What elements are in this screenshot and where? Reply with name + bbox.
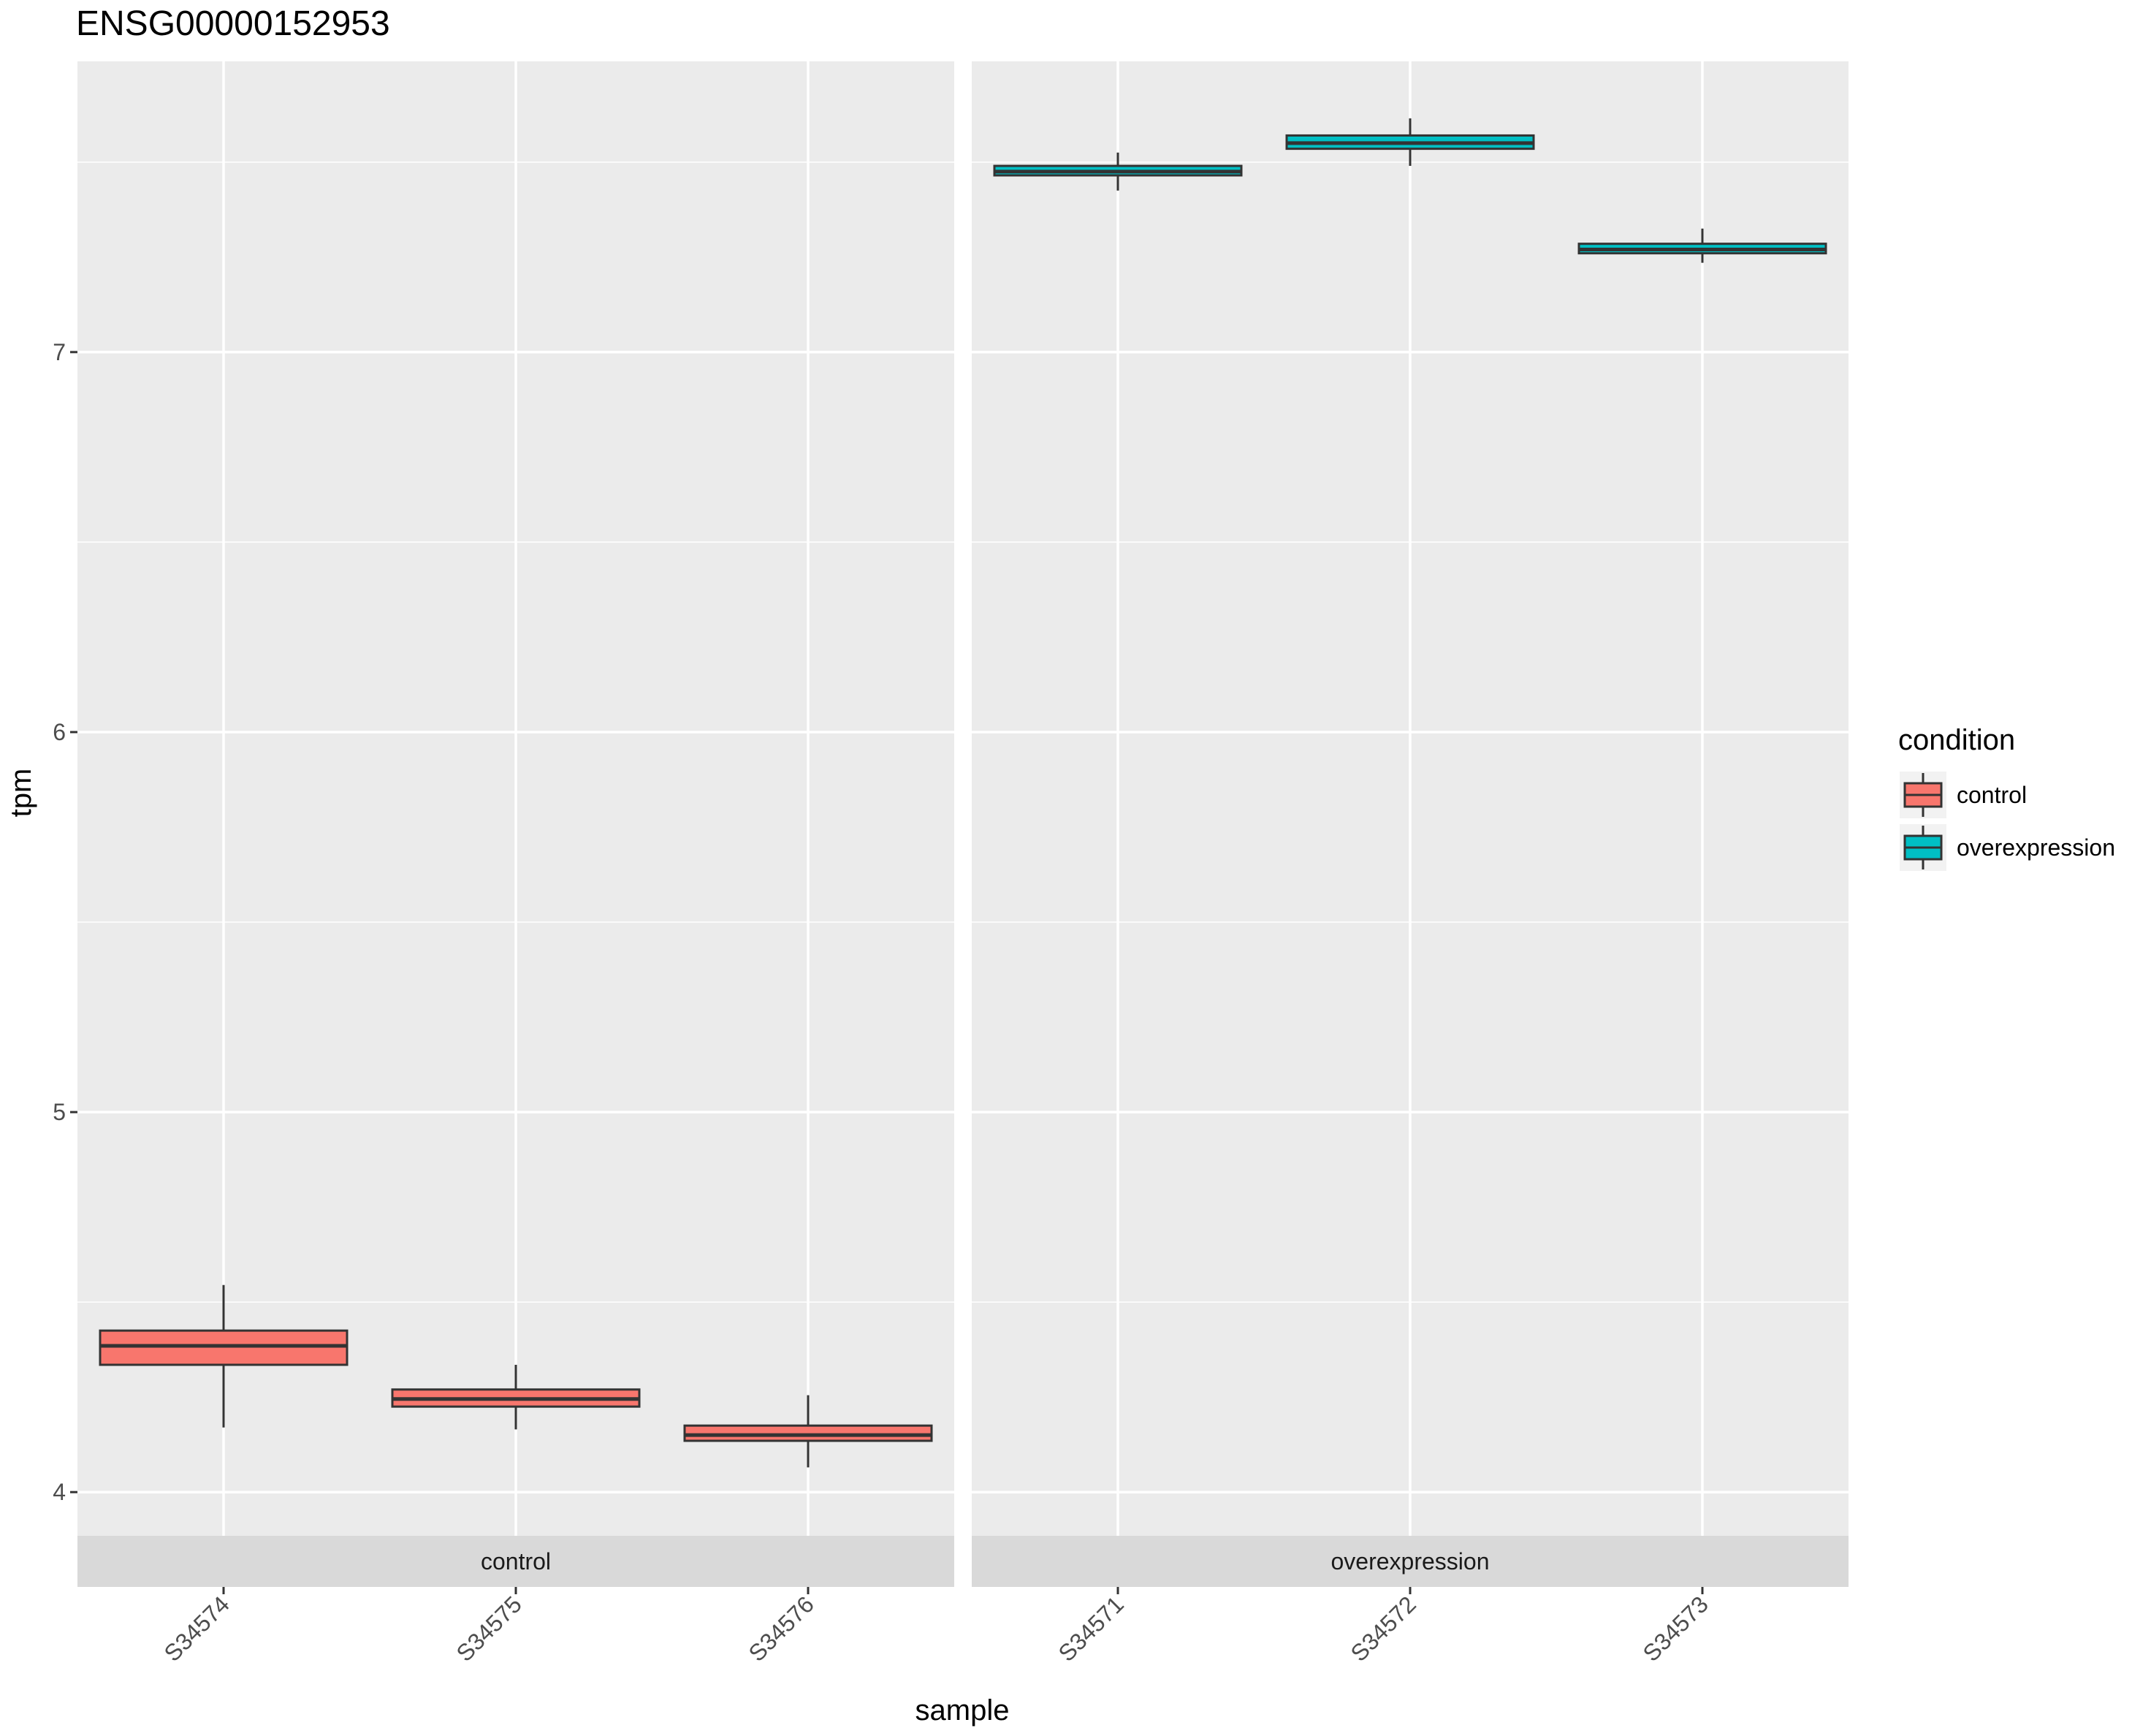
box-S34576 bbox=[683, 1395, 933, 1468]
y-tick-label: 6 bbox=[53, 719, 66, 745]
box-S34574 bbox=[99, 1284, 349, 1428]
legend-key-control: control bbox=[1900, 772, 2027, 818]
facet-strip-label: overexpression bbox=[1331, 1548, 1490, 1575]
chart-title: ENSG00000152953 bbox=[76, 4, 390, 43]
legend-key-overexpression: overexpression bbox=[1900, 824, 2115, 871]
y-tick-label: 5 bbox=[53, 1099, 66, 1125]
box-S34575 bbox=[391, 1364, 641, 1430]
legend-label: control bbox=[1957, 782, 2027, 808]
box-S34573 bbox=[1577, 228, 1827, 263]
facet-panel-overexpression: S34571 S34572 S34573 overexpression bbox=[972, 61, 1849, 1667]
legend-label: overexpression bbox=[1957, 834, 2115, 861]
x-tick-label: S34576 bbox=[743, 1591, 818, 1666]
legend-title: condition bbox=[1898, 724, 2015, 756]
box-S34572 bbox=[1285, 118, 1535, 167]
box-body bbox=[683, 1424, 933, 1442]
x-tick-label: S34575 bbox=[451, 1591, 526, 1666]
facet-strip bbox=[972, 1536, 1849, 1587]
x-tick-label: S34571 bbox=[1053, 1591, 1128, 1666]
y-axis-title: tpm bbox=[5, 769, 37, 818]
facet-panel-control: S34574 S34575 S34576 control bbox=[77, 61, 954, 1667]
box-body bbox=[99, 1329, 349, 1366]
legend: condition control overexpression bbox=[1898, 724, 2115, 871]
facet-strip-label: control bbox=[481, 1548, 551, 1575]
y-tick-label: 7 bbox=[53, 339, 66, 365]
x-tick-label: S34572 bbox=[1345, 1591, 1420, 1666]
y-axis: 4 5 6 7 bbox=[53, 339, 77, 1505]
y-tick-label: 4 bbox=[53, 1479, 66, 1505]
x-tick-label: S34573 bbox=[1637, 1591, 1713, 1666]
box-S34571 bbox=[993, 152, 1243, 191]
x-tick-label: S34574 bbox=[159, 1591, 234, 1666]
x-axis-title: sample bbox=[915, 1694, 1010, 1727]
facet-strip bbox=[77, 1536, 954, 1587]
